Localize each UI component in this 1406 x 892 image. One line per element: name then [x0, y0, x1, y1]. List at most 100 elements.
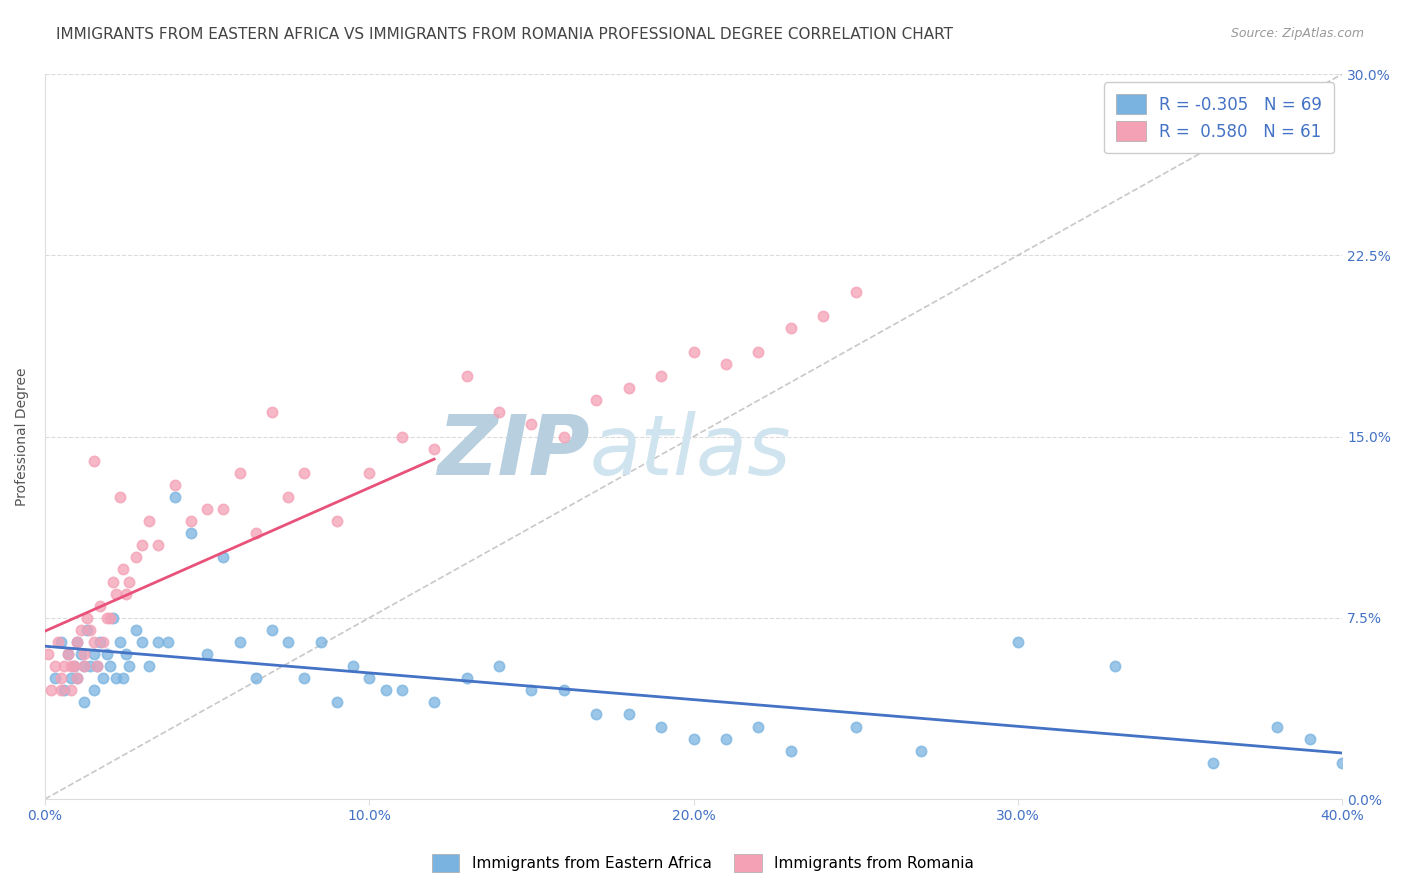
Point	[845, 285, 868, 299]
Point	[326, 695, 349, 709]
Point	[326, 514, 349, 528]
Point	[131, 635, 153, 649]
Point	[131, 538, 153, 552]
Point	[66, 671, 89, 685]
Point	[53, 683, 76, 698]
Point	[98, 659, 121, 673]
Point	[910, 744, 932, 758]
Point	[456, 671, 478, 685]
Point	[83, 647, 105, 661]
Point	[76, 611, 98, 625]
Point	[59, 671, 82, 685]
Point	[682, 345, 704, 359]
Point	[245, 671, 267, 685]
Point	[59, 659, 82, 673]
Point	[93, 635, 115, 649]
Point	[125, 623, 148, 637]
Point	[163, 490, 186, 504]
Point	[66, 635, 89, 649]
Point	[374, 683, 396, 698]
Point	[63, 659, 86, 673]
Point	[51, 683, 73, 698]
Point	[1331, 756, 1354, 770]
Point	[391, 683, 413, 698]
Point	[180, 526, 202, 541]
Point	[69, 623, 91, 637]
Legend: Immigrants from Eastern Africa, Immigrants from Romania: Immigrants from Eastern Africa, Immigran…	[425, 846, 981, 880]
Point	[553, 429, 575, 443]
Point	[46, 635, 69, 649]
Point	[125, 550, 148, 565]
Point	[747, 720, 769, 734]
Point	[66, 635, 89, 649]
Point	[51, 635, 73, 649]
Point	[115, 587, 138, 601]
Point	[277, 490, 299, 504]
Point	[245, 526, 267, 541]
Point	[118, 574, 141, 589]
Point	[617, 707, 640, 722]
Point	[73, 647, 96, 661]
Point	[73, 695, 96, 709]
Point	[44, 659, 66, 673]
Point	[585, 393, 607, 408]
Point	[89, 635, 111, 649]
Point	[1396, 756, 1406, 770]
Point	[228, 635, 250, 649]
Point	[714, 357, 737, 371]
Point	[118, 659, 141, 673]
Point	[89, 599, 111, 613]
Point	[617, 381, 640, 395]
Legend: R = -0.305   N = 69, R =  0.580   N = 61: R = -0.305 N = 69, R = 0.580 N = 61	[1104, 82, 1334, 153]
Point	[212, 502, 235, 516]
Point	[228, 466, 250, 480]
Point	[359, 466, 381, 480]
Point	[44, 671, 66, 685]
Point	[105, 671, 128, 685]
Point	[111, 562, 134, 576]
Point	[520, 417, 543, 432]
Point	[115, 647, 138, 661]
Point	[108, 490, 131, 504]
Point	[1201, 756, 1223, 770]
Point	[260, 623, 283, 637]
Point	[359, 671, 381, 685]
Point	[714, 731, 737, 746]
Point	[456, 369, 478, 384]
Point	[56, 647, 79, 661]
Point	[83, 453, 105, 467]
Point	[69, 647, 91, 661]
Point	[105, 587, 128, 601]
Point	[423, 442, 446, 456]
Point	[63, 659, 86, 673]
Point	[111, 671, 134, 685]
Point	[76, 623, 98, 637]
Point	[101, 574, 124, 589]
Point	[309, 635, 332, 649]
Text: Source: ZipAtlas.com: Source: ZipAtlas.com	[1230, 27, 1364, 40]
Point	[294, 466, 316, 480]
Point	[53, 659, 76, 673]
Point	[41, 683, 63, 698]
Point	[98, 611, 121, 625]
Point	[294, 671, 316, 685]
Point	[59, 683, 82, 698]
Point	[83, 635, 105, 649]
Point	[650, 369, 672, 384]
Point	[37, 647, 59, 661]
Point	[1267, 720, 1289, 734]
Point	[73, 659, 96, 673]
Point	[96, 611, 118, 625]
Point	[148, 635, 170, 649]
Point	[138, 659, 160, 673]
Point	[553, 683, 575, 698]
Point	[79, 623, 101, 637]
Point	[780, 744, 803, 758]
Point	[96, 647, 118, 661]
Point	[520, 683, 543, 698]
Point	[93, 671, 115, 685]
Point	[157, 635, 180, 649]
Point	[79, 659, 101, 673]
Point	[391, 429, 413, 443]
Point	[86, 659, 108, 673]
